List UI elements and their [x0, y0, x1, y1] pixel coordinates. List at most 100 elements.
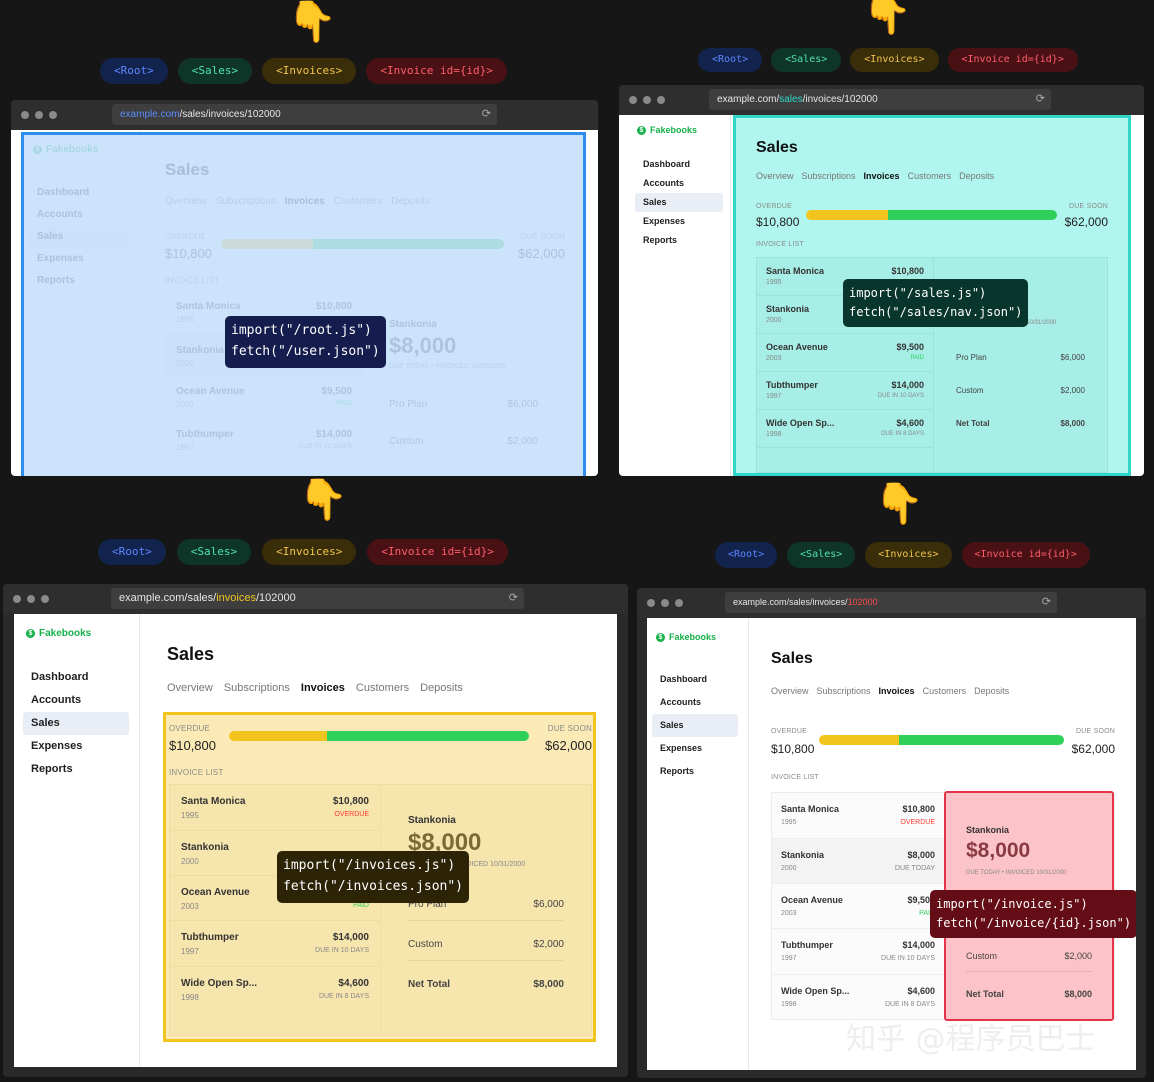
sales-tabs: Overview Subscriptions Invoices Customer… [771, 686, 1009, 696]
nav-dashboard[interactable]: Dashboard [643, 159, 691, 169]
sales-tabs: Overview Subscriptions Invoices Customer… [756, 171, 994, 181]
address-bar[interactable]: example.com/sales/invoices/102000 ⟳ [112, 104, 497, 125]
tab-subscriptions[interactable]: Subscriptions [801, 171, 856, 181]
due-segment [326, 731, 529, 741]
tab-subscriptions[interactable]: Subscriptions [223, 682, 290, 694]
invoice-row[interactable]: Wide Open Sp... 1998 $4,600 DUE IN 8 DAY… [757, 410, 933, 448]
route-breadcrumbs: <Root> <Sales> <Invoices> <Invoice id={i… [98, 539, 508, 565]
fakebooks-logo: $Fakebooks [26, 628, 91, 639]
app-page: $Fakebooks Dashboard Accounts Sales Expe… [11, 130, 598, 476]
tab-deposits[interactable]: Deposits [974, 686, 1010, 696]
tab-invoices[interactable]: Invoices [878, 686, 915, 696]
root-route-chip: <Root> [100, 58, 168, 84]
invoice-route-chip: <Invoice id={id}> [947, 48, 1078, 72]
tab-overview[interactable]: Overview [756, 171, 794, 181]
overdue-segment [229, 731, 327, 741]
invoice-row[interactable]: Ocean Avenue 2003 $9,500 PAID [757, 334, 933, 372]
overdue-segment [819, 735, 899, 745]
invoice-row[interactable]: Stankonia 2000 [170, 831, 380, 876]
tab-customers[interactable]: Customers [907, 171, 952, 181]
invoice-route-chip: <Invoice id={id}> [961, 542, 1090, 568]
tab-invoices[interactable]: Invoices [863, 171, 900, 181]
tab-overview[interactable]: Overview [167, 682, 213, 694]
invoice-row[interactable]: Ocean Avenue 2003 $9,500 PAID [772, 884, 944, 929]
address-bar[interactable]: example.com/sales/invoices/102000 ⟳ [709, 89, 1051, 110]
due-soon-label: DUE SOON [1069, 203, 1108, 210]
sales-route-chip: <Sales> [176, 539, 252, 565]
root-route-chip: <Root> [698, 48, 763, 72]
tab-customers[interactable]: Customers [355, 682, 410, 694]
page-title: Sales [167, 644, 215, 664]
nav-accounts[interactable]: Accounts [660, 697, 702, 707]
due-soon-label: DUE SOON [547, 724, 592, 733]
invoices-route-chip: <Invoices> [262, 58, 357, 84]
nav-reports[interactable]: Reports [660, 766, 695, 776]
main-content: Sales Overview Subscriptions Invoices Cu… [749, 618, 1136, 1070]
address-bar[interactable]: example.com/sales/invoices/102000 ⟳ [111, 588, 524, 609]
window-controls[interactable] [21, 111, 57, 119]
sales-route-chip: <Sales> [771, 48, 842, 72]
overdue-amount: $10,800 [756, 215, 800, 229]
sidebar-nav: Dashboard Accounts Sales Expenses Report… [652, 668, 738, 783]
address-bar[interactable]: example.com/sales/invoices/102000 ⟳ [725, 592, 1057, 613]
nav-reports[interactable]: Reports [643, 235, 678, 245]
invoice-row[interactable]: Tubthumper 1997 $14,000 DUE IN 10 DAYS [772, 929, 944, 975]
invoices-route-chip: <Invoices> [262, 539, 357, 565]
nav-dashboard[interactable]: Dashboard [31, 671, 89, 683]
tab-deposits[interactable]: Deposits [959, 171, 995, 181]
pointing-hand-icon: 👇 [874, 481, 924, 527]
invoice-row[interactable]: Tubthumper 1997 $14,000 DUE IN 10 DAYS [170, 921, 380, 967]
nav-accounts[interactable]: Accounts [643, 178, 685, 188]
nav-expenses[interactable]: Expenses [643, 216, 686, 226]
reload-icon[interactable]: ⟳ [1035, 93, 1045, 105]
overdue-label: OVERDUE [169, 724, 210, 733]
tab-deposits[interactable]: Deposits [420, 682, 463, 694]
reload-icon[interactable]: ⟳ [508, 592, 518, 604]
overdue-label: OVERDUE [756, 203, 793, 210]
due-segment [898, 735, 1064, 745]
window-controls[interactable] [647, 599, 683, 607]
root-route-chip: <Root> [715, 542, 778, 568]
tab-overview[interactable]: Overview [771, 686, 809, 696]
nav-sales[interactable]: Sales [635, 193, 723, 212]
tab-invoices[interactable]: Invoices [300, 682, 345, 694]
invoice-row[interactable]: Ocean Avenue 2003 PAID [170, 876, 380, 921]
invoice-loader-tooltip: import("/invoice.js") fetch("/invoice/{id… [930, 890, 1136, 939]
invoice-row[interactable]: Santa Monica 1995 $10,800 OVERDUE [170, 785, 380, 831]
window-controls[interactable] [629, 96, 665, 104]
route-breadcrumbs: <Root> <Sales> <Invoices> <Invoice id={i… [715, 542, 1090, 568]
due-soon-amount: $62,000 [1071, 742, 1115, 756]
nav-expenses[interactable]: Expenses [660, 743, 703, 753]
app-page: $Fakebooks Dashboard Accounts Sales Expe… [647, 618, 1136, 1070]
reload-icon[interactable]: ⟳ [481, 108, 491, 120]
app-page: $Fakebooks Dashboard Accounts Sales Expe… [14, 614, 617, 1067]
nav-sales[interactable]: Sales [652, 714, 738, 737]
invoice-row[interactable]: Wide Open Sp... 1998 $4,600 DUE IN 8 DAY… [181, 978, 369, 1002]
invoice-row[interactable]: Santa Monica 1995 $10,800 OVERDUE [772, 793, 944, 839]
nav-sales[interactable]: Sales [23, 712, 129, 735]
invoice-progress-bar [806, 210, 1057, 220]
invoice-row[interactable]: Stankonia 2000 $8,000 DUE TODAY [772, 839, 944, 884]
tab-subscriptions[interactable]: Subscriptions [816, 686, 871, 696]
invoice-row[interactable]: Stankonia 2000 [757, 296, 933, 334]
invoice-row[interactable]: Wide Open Sp... 1998 $4,600 DUE IN 8 DAY… [781, 986, 935, 1008]
window-controls[interactable] [13, 595, 49, 603]
watermark: 知乎 @程序员巴士 [846, 1022, 1096, 1057]
browser-toolbar: example.com/sales/invoices/102000 ⟳ [637, 588, 1146, 618]
invoice-row[interactable]: Tubthumper 1997 $14,000 DUE IN 10 DAYS [757, 372, 933, 410]
nav-expenses[interactable]: Expenses [31, 740, 83, 752]
nav-dashboard[interactable]: Dashboard [660, 674, 708, 684]
sales-loader-tooltip: import("/sales.js") fetch("/sales/nav.jso… [843, 279, 1029, 328]
invoices-loader-tooltip: import("/invoices.js") fetch("/invoices.j… [277, 851, 470, 903]
tab-customers[interactable]: Customers [922, 686, 967, 696]
nav-reports[interactable]: Reports [31, 763, 73, 775]
browser-toolbar: example.com/sales/invoices/102000 ⟳ [619, 85, 1144, 115]
reload-icon[interactable]: ⟳ [1041, 596, 1051, 608]
sidebar-nav: Dashboard Accounts Sales Expenses Report… [23, 666, 129, 781]
overdue-amount: $10,800 [169, 738, 216, 753]
browser-window: example.com/sales/invoices/102000 ⟳ $Fak… [619, 85, 1144, 476]
fakebooks-logo: $Fakebooks [637, 125, 697, 135]
nav-accounts[interactable]: Accounts [31, 694, 82, 706]
browser-window: example.com/sales/invoices/102000 ⟳ $Fak… [11, 100, 598, 476]
invoice-detail-amount: $8,000 [966, 839, 1031, 862]
